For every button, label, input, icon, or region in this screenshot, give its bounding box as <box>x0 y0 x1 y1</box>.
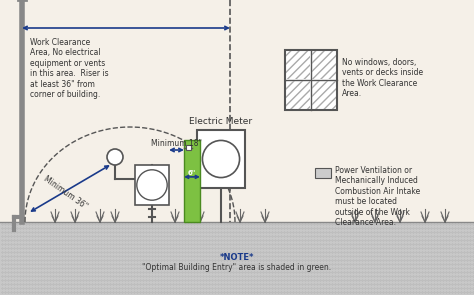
Bar <box>184 140 200 222</box>
Text: "Optimal Building Entry" area is shaded in green.: "Optimal Building Entry" area is shaded … <box>143 263 331 273</box>
Bar <box>186 145 191 150</box>
Text: Electric Meter: Electric Meter <box>190 117 253 126</box>
Text: Work Clearance
Area, No electrical
equipment or vents
in this area.  Riser is
at: Work Clearance Area, No electrical equip… <box>30 38 109 99</box>
Text: Minimum 36": Minimum 36" <box>41 174 89 211</box>
Circle shape <box>137 170 167 200</box>
Text: No windows, doors,
vents or decks inside
the Work Clearance
Area.: No windows, doors, vents or decks inside… <box>342 58 423 98</box>
Bar <box>135 165 169 205</box>
Bar <box>285 50 337 110</box>
Bar <box>197 130 245 188</box>
Text: *NOTE*: *NOTE* <box>220 253 254 263</box>
Text: Power Ventilation or
Mechanically Induced
Combustion Air Intake
must be located
: Power Ventilation or Mechanically Induce… <box>335 166 420 227</box>
Bar <box>312 51 336 79</box>
Bar <box>0 222 474 295</box>
Bar <box>312 81 336 109</box>
Bar <box>315 168 331 178</box>
Bar <box>286 81 310 109</box>
Circle shape <box>202 140 239 178</box>
Text: 6": 6" <box>188 170 196 176</box>
Bar <box>286 51 310 79</box>
Text: Minimum 18": Minimum 18" <box>151 139 202 148</box>
Circle shape <box>107 149 123 165</box>
